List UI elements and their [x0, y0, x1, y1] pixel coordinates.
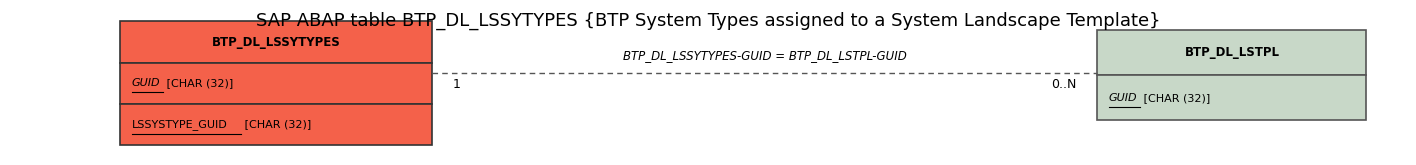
Text: GUID: GUID [132, 78, 160, 88]
Polygon shape [1097, 30, 1366, 75]
Polygon shape [120, 63, 432, 104]
Text: [CHAR (32)]: [CHAR (32)] [241, 120, 312, 130]
Text: [CHAR (32)]: [CHAR (32)] [1140, 93, 1211, 103]
Polygon shape [120, 21, 432, 63]
Text: BTP_DL_LSTPL: BTP_DL_LSTPL [1184, 46, 1280, 59]
Text: 0..N: 0..N [1051, 79, 1076, 91]
Text: SAP ABAP table BTP_DL_LSSYTYPES {BTP System Types assigned to a System Landscape: SAP ABAP table BTP_DL_LSSYTYPES {BTP Sys… [256, 12, 1160, 30]
Text: 1: 1 [453, 79, 462, 91]
Text: BTP_DL_LSSYTYPES-GUID = BTP_DL_LSTPL-GUID: BTP_DL_LSSYTYPES-GUID = BTP_DL_LSTPL-GUI… [623, 49, 906, 62]
Text: BTP_DL_LSSYTYPES: BTP_DL_LSSYTYPES [212, 36, 340, 49]
Text: [CHAR (32)]: [CHAR (32)] [163, 78, 234, 88]
Polygon shape [1097, 75, 1366, 120]
Text: GUID: GUID [1109, 93, 1137, 103]
Polygon shape [120, 104, 432, 145]
Text: LSSYSTYPE_GUID: LSSYSTYPE_GUID [132, 119, 228, 130]
